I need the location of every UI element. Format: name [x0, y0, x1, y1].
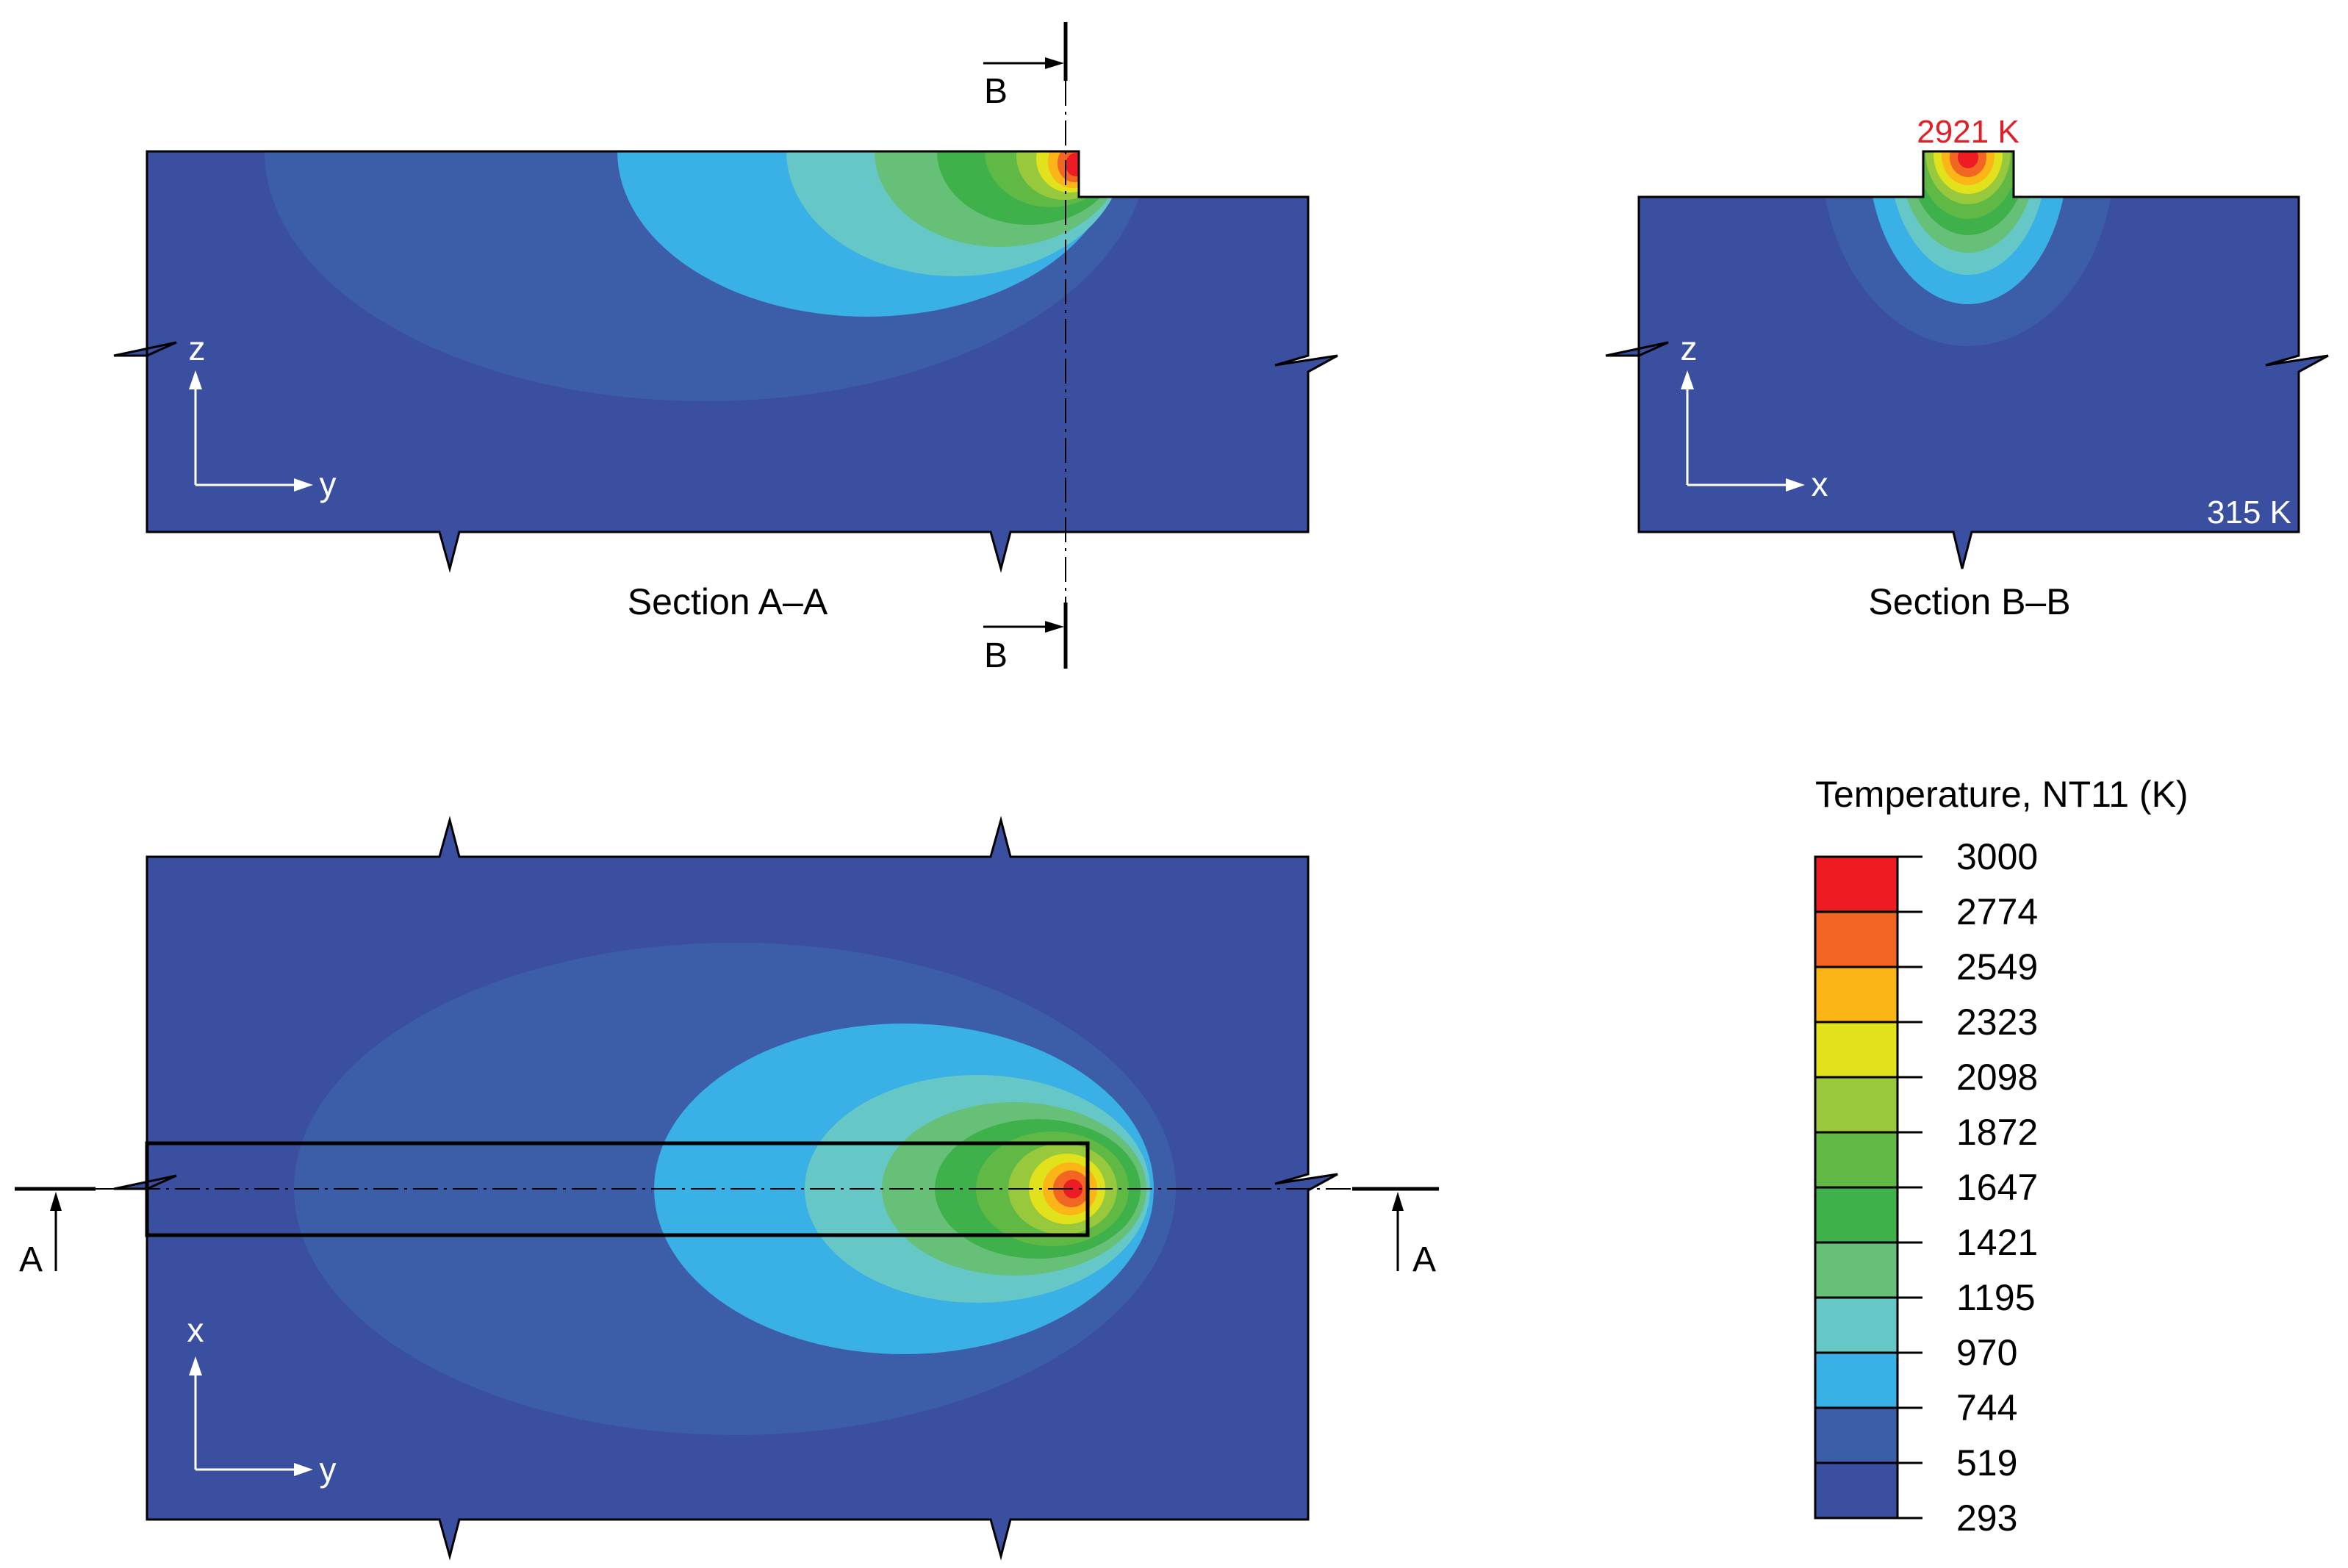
legend-label-293: 293 — [1956, 1497, 2017, 1539]
legend-label-1872: 1872 — [1956, 1112, 2038, 1153]
legend-band-5 — [1815, 1132, 1898, 1187]
legend-label-3000: 3000 — [1956, 836, 2038, 877]
legend-band-11 — [1815, 1463, 1898, 1518]
legend-band-6 — [1815, 1187, 1898, 1242]
legend-band-8 — [1815, 1298, 1898, 1353]
legend-label-2098: 2098 — [1956, 1057, 2038, 1098]
legend-band-9 — [1815, 1353, 1898, 1408]
cut-line-bb — [983, 22, 1068, 669]
cut-marker-a-right: A — [1412, 1240, 1436, 1279]
section-aa: B B z y Section A–A — [113, 22, 1338, 675]
legend-tick-labels: 3000 2774 2549 2323 2098 1872 1647 1421 1195 970 7… — [1956, 836, 2038, 1539]
legend-band-2 — [1815, 967, 1898, 1022]
cut-marker-a-left: A — [19, 1240, 43, 1279]
axis-triad-plan — [189, 1356, 313, 1476]
legend-label-744: 744 — [1956, 1387, 2017, 1428]
section-bb-caption: Section B–B — [1868, 581, 2070, 622]
legend-band-0 — [1815, 857, 1898, 912]
legend-label-1647: 1647 — [1956, 1167, 2038, 1208]
temperature-legend: Temperature, NT11 (K) 3000 2774 2549 2323 20… — [1814, 774, 2189, 1539]
peak-temperature-label: 2921 K — [1917, 114, 2019, 150]
axis-triad-aa — [189, 370, 313, 492]
legend-band-4 — [1815, 1077, 1898, 1132]
legend-label-970: 970 — [1956, 1332, 2017, 1373]
legend-frame — [1814, 855, 1899, 1520]
axis-label-z-aa: z — [189, 329, 206, 367]
axis-label-z-bb: z — [1681, 329, 1698, 367]
legend-label-2774: 2774 — [1956, 891, 2038, 932]
axis-label-x-plan: x — [187, 1311, 204, 1349]
section-aa-outline — [113, 150, 1338, 573]
legend-label-2323: 2323 — [1956, 1001, 2038, 1043]
axis-triad-bb — [1681, 370, 1805, 492]
legend-label-2549: 2549 — [1956, 946, 2038, 988]
legend-band-10 — [1815, 1408, 1898, 1463]
contour-band-2774 — [1066, 153, 1086, 176]
section-bb-outline — [1605, 150, 2329, 569]
min-temperature-label: 315 K — [2207, 495, 2291, 531]
axis-label-x-bb: x — [1812, 465, 1828, 503]
plan-view: A A x y — [15, 816, 1439, 1561]
legend-band-7 — [1815, 1242, 1898, 1298]
section-bb: 2921 K 315 K z x Section B–B — [1605, 114, 2329, 622]
legend-label-1421: 1421 — [1956, 1222, 2038, 1263]
axis-label-y-aa: y — [320, 465, 337, 503]
legend-title: Temperature, NT11 (K) — [1815, 774, 2189, 815]
section-aa-caption: Section A–A — [628, 581, 828, 622]
cut-marker-b-top: B — [984, 72, 1008, 111]
legend-band-3 — [1815, 1022, 1898, 1077]
legend-color-bands — [1815, 857, 1898, 1518]
cut-line-aa — [15, 1187, 1439, 1271]
legend-label-1195: 1195 — [1956, 1277, 2036, 1318]
legend-label-519: 519 — [1956, 1442, 2017, 1484]
section-bb-contours — [1606, 151, 2328, 569]
legend-band-1 — [1815, 912, 1898, 967]
axis-label-y-plan: y — [320, 1450, 337, 1489]
section-aa-contours — [114, 151, 1338, 569]
cut-marker-b-bottom: B — [984, 636, 1008, 675]
